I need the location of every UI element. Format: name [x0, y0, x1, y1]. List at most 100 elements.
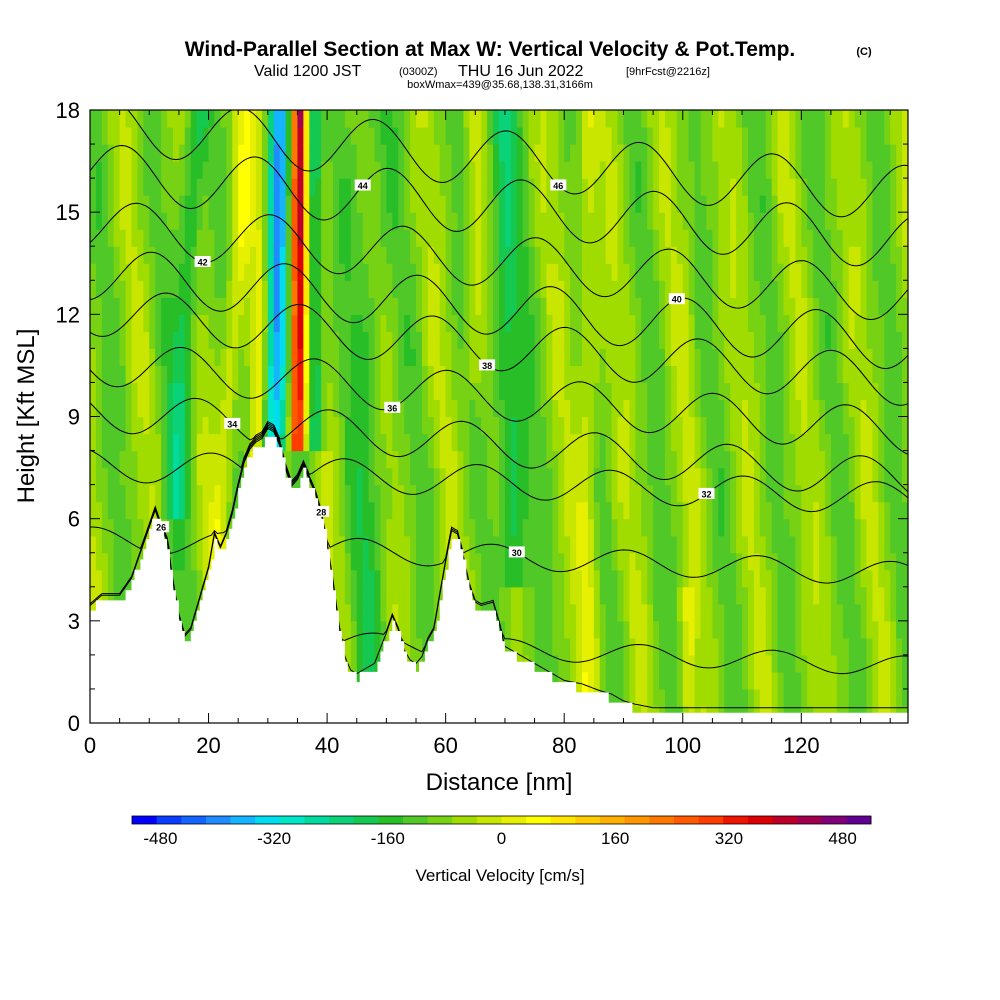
velocity-cell	[178, 263, 186, 281]
velocity-cell	[736, 229, 743, 247]
velocity-cell	[416, 382, 423, 401]
velocity-cell	[783, 365, 791, 384]
velocity-cell	[433, 569, 441, 588]
velocity-cell	[617, 144, 625, 162]
velocity-cell	[184, 212, 192, 230]
velocity-cell	[178, 382, 186, 401]
velocity-cell	[878, 178, 885, 196]
velocity-cell	[795, 161, 802, 179]
velocity-cell	[178, 246, 186, 264]
velocity-cell	[398, 518, 405, 537]
velocity-cell	[641, 246, 648, 264]
velocity-cell	[682, 365, 690, 384]
velocity-cell	[220, 246, 227, 264]
velocity-cell	[90, 161, 97, 179]
velocity-cell	[676, 637, 684, 656]
velocity-cell	[605, 246, 613, 264]
velocity-cell	[95, 416, 103, 435]
velocity-cell	[327, 518, 334, 537]
velocity-cell	[214, 535, 222, 554]
velocity-cell	[250, 399, 257, 418]
velocity-cell	[653, 484, 660, 503]
velocity-cell	[664, 365, 672, 384]
velocity-cell	[250, 416, 257, 435]
velocity-cell	[285, 331, 293, 349]
velocity-cell	[617, 552, 625, 571]
velocity-cell	[611, 535, 619, 554]
velocity-cell	[374, 297, 382, 315]
velocity-cell	[860, 450, 868, 469]
velocity-cell	[605, 603, 613, 622]
velocity-cell	[570, 654, 577, 673]
velocity-cell	[90, 110, 97, 128]
velocity-cell	[771, 620, 779, 639]
velocity-cell	[902, 144, 908, 162]
velocity-cell	[884, 433, 891, 452]
velocity-cell	[546, 552, 553, 571]
velocity-cell	[599, 484, 607, 503]
velocity-cell	[155, 246, 162, 264]
velocity-cell	[392, 280, 399, 298]
velocity-cell	[261, 110, 269, 128]
velocity-cell	[783, 620, 791, 639]
velocity-cell	[469, 552, 476, 571]
velocity-cell	[795, 229, 802, 247]
velocity-cell	[623, 433, 631, 452]
velocity-cell	[167, 110, 174, 128]
velocity-cell	[333, 263, 340, 281]
velocity-cell	[344, 314, 352, 332]
velocity-cell	[178, 212, 186, 230]
velocity-cell	[167, 161, 174, 179]
velocity-cell	[510, 212, 518, 230]
velocity-cell	[487, 331, 494, 349]
velocity-cell	[398, 161, 405, 179]
velocity-cell	[155, 110, 162, 128]
velocity-cell	[161, 144, 168, 162]
velocity-cell	[534, 144, 542, 162]
velocity-cell	[558, 263, 565, 281]
velocity-cell	[611, 161, 619, 179]
velocity-cell	[285, 127, 293, 145]
velocity-cell	[635, 637, 642, 656]
velocity-cell	[273, 110, 281, 128]
velocity-cell	[149, 263, 156, 281]
velocity-cell	[469, 263, 476, 281]
velocity-cell	[161, 331, 168, 349]
velocity-cell	[232, 178, 239, 196]
velocity-cell	[309, 331, 316, 349]
velocity-cell	[528, 518, 536, 537]
velocity-cell	[208, 365, 216, 384]
velocity-cell	[718, 229, 725, 247]
velocity-cell	[439, 110, 447, 128]
velocity-cell	[747, 195, 755, 213]
velocity-cell	[451, 229, 459, 247]
velocity-cell	[137, 433, 144, 452]
velocity-cell	[392, 535, 399, 554]
velocity-cell	[291, 229, 299, 247]
velocity-cell	[534, 484, 542, 503]
velocity-cell	[113, 212, 121, 230]
velocity-cell	[546, 433, 553, 452]
velocity-cell	[398, 382, 405, 401]
velocity-cell	[712, 263, 719, 281]
velocity-cell	[303, 433, 310, 452]
velocity-cell	[309, 161, 316, 179]
velocity-cell	[220, 331, 227, 349]
velocity-cell	[730, 637, 737, 656]
velocity-cell	[587, 110, 595, 128]
velocity-cell	[848, 586, 856, 605]
velocity-cell	[125, 467, 133, 486]
velocity-cell	[380, 195, 387, 213]
velocity-cell	[321, 229, 328, 247]
velocity-cell	[581, 178, 589, 196]
velocity-cell	[872, 535, 879, 554]
velocity-cell	[131, 178, 139, 196]
velocity-cell	[172, 416, 180, 435]
velocity-cell	[540, 416, 548, 435]
velocity-cell	[830, 127, 838, 145]
velocity-cell	[854, 314, 862, 332]
velocity-cell	[510, 535, 518, 554]
velocity-cell	[801, 416, 808, 435]
velocity-cell	[753, 552, 761, 571]
velocity-cell	[196, 365, 204, 384]
